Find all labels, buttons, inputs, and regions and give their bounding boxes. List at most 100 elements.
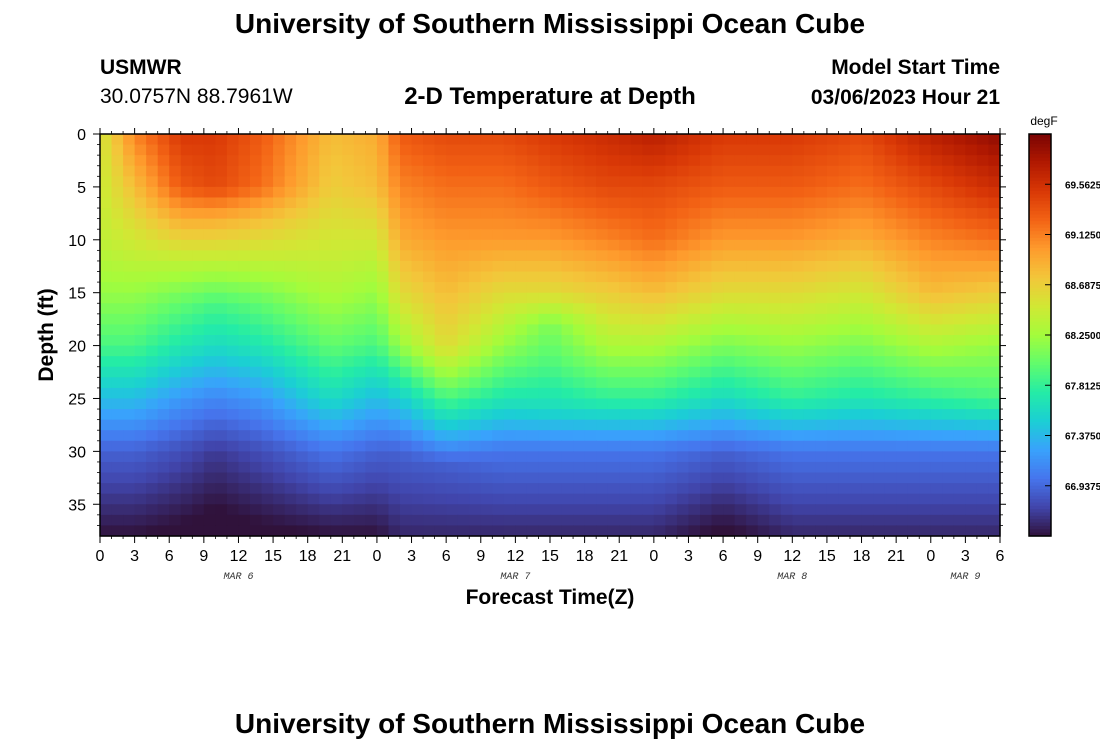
heatmap-cell <box>607 440 620 452</box>
heatmap-cell <box>157 514 170 527</box>
heatmap-cell <box>953 218 966 230</box>
heatmap-cell <box>134 504 147 516</box>
heatmap-cell <box>411 483 424 495</box>
heatmap-cell <box>653 186 666 199</box>
heatmap-cell <box>861 229 874 241</box>
heatmap-cell <box>515 208 528 220</box>
heatmap-cell <box>134 493 147 505</box>
heatmap-cell <box>550 239 563 251</box>
heatmap-cell <box>884 282 897 294</box>
heatmap-cell <box>134 419 147 431</box>
heatmap-cell <box>619 250 632 262</box>
heatmap-cell <box>111 525 124 537</box>
heatmap-cell <box>111 176 124 188</box>
y-tick-label: 20 <box>68 339 86 356</box>
heatmap-cell <box>861 239 874 251</box>
heatmap-cell <box>192 271 205 283</box>
heatmap-cell <box>700 345 713 357</box>
heatmap-cell <box>515 377 528 389</box>
heatmap-cell <box>226 144 240 156</box>
heatmap-cell <box>942 186 955 199</box>
heatmap-cell <box>815 335 828 347</box>
heatmap-cell <box>873 493 886 505</box>
heatmap-cell <box>711 208 724 220</box>
heatmap-cell <box>861 451 874 463</box>
colorbar-segment <box>1029 274 1051 279</box>
heatmap-cell <box>400 461 413 474</box>
heatmap-cell <box>469 229 482 241</box>
heatmap-cell <box>296 430 309 442</box>
heatmap-cell <box>515 292 528 304</box>
heatmap-cell <box>573 303 586 315</box>
colorbar-segment <box>1029 318 1051 323</box>
heatmap-cell <box>226 409 240 421</box>
heatmap-cell <box>434 239 447 251</box>
heatmap-cell <box>480 419 493 431</box>
heatmap-cell <box>134 514 147 527</box>
heatmap-cell <box>953 345 966 357</box>
heatmap-cell <box>238 303 251 315</box>
heatmap-cell <box>769 419 782 431</box>
heatmap-cell <box>192 472 205 484</box>
heatmap-cell <box>700 366 713 378</box>
heatmap-cell <box>942 440 955 452</box>
heatmap-cell <box>953 250 966 262</box>
heatmap-cell <box>930 514 943 527</box>
heatmap-cell <box>238 483 251 495</box>
heatmap-cell <box>573 366 586 378</box>
heatmap-cell <box>273 366 286 378</box>
heatmap-cell <box>584 419 597 431</box>
heatmap-cell <box>561 461 574 474</box>
heatmap-cell <box>100 324 113 336</box>
heatmap-cell <box>192 197 205 209</box>
heatmap-cell <box>838 366 851 378</box>
colorbar-tick-label: 66.9375 <box>1065 482 1100 493</box>
heatmap-cell <box>376 229 390 241</box>
heatmap-cell <box>861 461 874 474</box>
heatmap-cell <box>388 366 401 378</box>
heatmap-cell <box>457 165 470 177</box>
heatmap-cell <box>203 271 216 283</box>
heatmap-cell <box>457 197 470 209</box>
colorbar-segment <box>1029 408 1051 413</box>
heatmap-cell <box>850 451 863 463</box>
heatmap-cell <box>988 366 1001 378</box>
heatmap-cell <box>134 377 147 389</box>
heatmap-cell <box>700 525 713 537</box>
heatmap-cell <box>711 504 724 516</box>
heatmap-cell <box>896 335 909 347</box>
heatmap-cell <box>550 176 563 188</box>
heatmap-cell <box>307 155 320 167</box>
heatmap-cell <box>342 493 355 505</box>
heatmap-cell <box>353 419 366 431</box>
heatmap-cell <box>815 377 828 389</box>
heatmap-cell <box>630 461 643 474</box>
heatmap-cell <box>873 186 886 199</box>
heatmap-cell <box>919 239 932 251</box>
heatmap-cell <box>976 387 990 400</box>
heatmap-cell <box>284 324 297 336</box>
heatmap-cell <box>411 260 424 273</box>
heatmap-cell <box>353 144 366 156</box>
heatmap-cell <box>619 472 632 484</box>
heatmap-cell <box>538 409 551 421</box>
heatmap-cell <box>792 324 805 336</box>
heatmap-cell <box>226 483 240 495</box>
heatmap-cell <box>157 356 170 368</box>
heatmap-cell <box>861 387 874 400</box>
heatmap-cell <box>988 239 1001 251</box>
heatmap-cell <box>907 356 920 368</box>
heatmap-cell <box>157 398 170 410</box>
heatmap-cell <box>584 313 597 326</box>
colorbar-segment <box>1029 489 1051 494</box>
heatmap-cell <box>665 144 678 156</box>
heatmap-cell <box>169 356 182 368</box>
heatmap-cell <box>434 419 447 431</box>
heatmap-cell <box>492 398 505 410</box>
heatmap-cell <box>180 335 193 347</box>
heatmap-cell <box>596 451 609 463</box>
heatmap-cell <box>434 260 447 273</box>
heatmap-cell <box>261 335 274 347</box>
heatmap-cell <box>803 155 816 167</box>
heatmap-cell <box>780 483 793 495</box>
